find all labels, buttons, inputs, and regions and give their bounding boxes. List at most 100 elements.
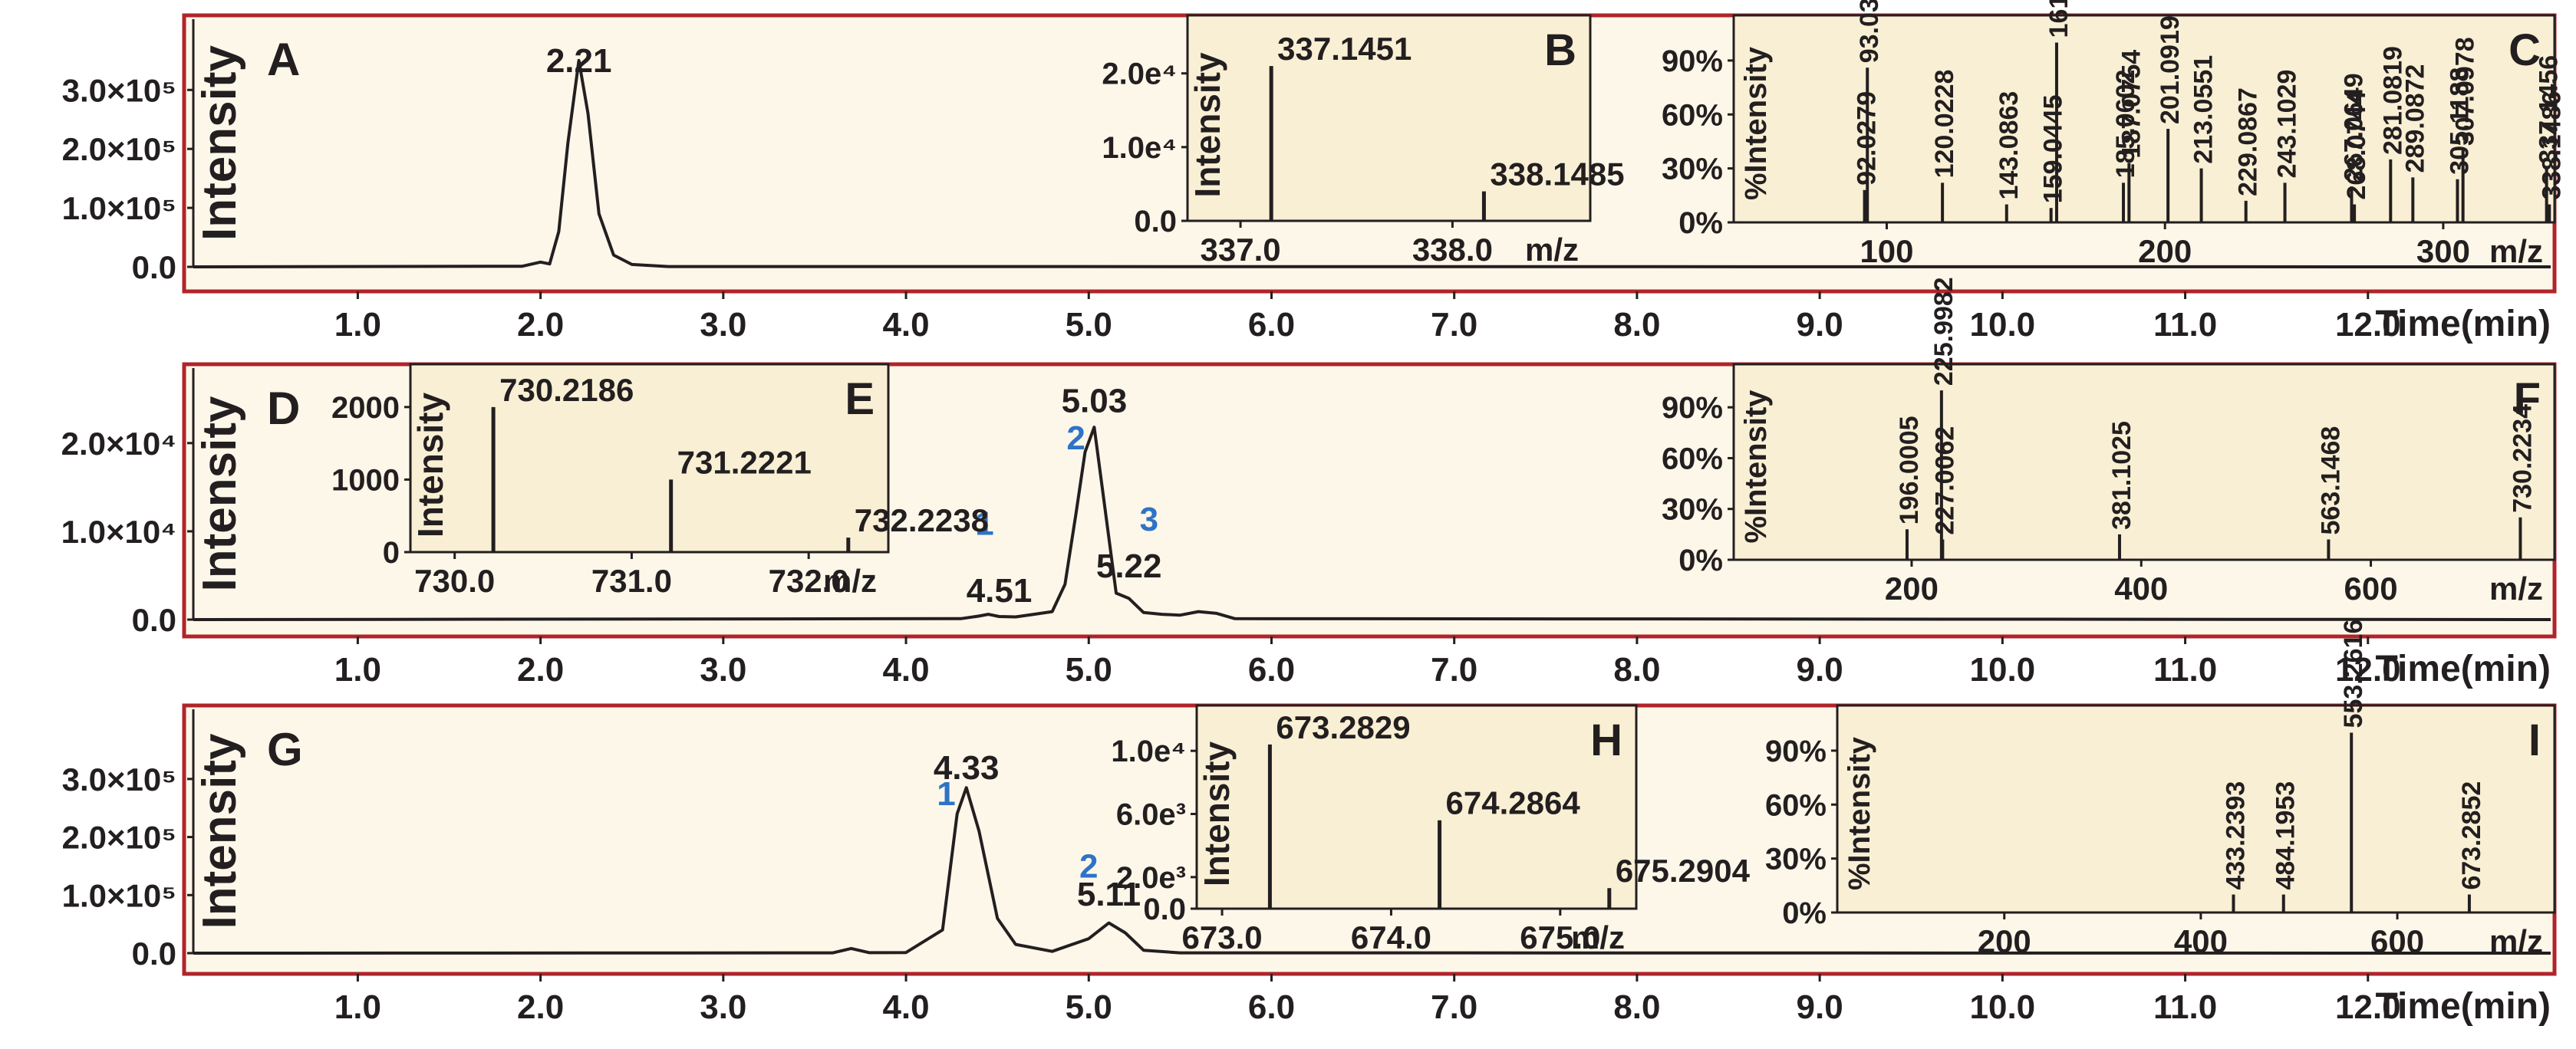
y-tick-label: 2.0×10⁴ <box>61 426 176 462</box>
y-tick-label: 3.0×10⁵ <box>62 72 176 108</box>
x-tick-label: 8.0 <box>1613 651 1660 689</box>
inset-y-tick-label: 90% <box>1662 391 1723 425</box>
inset-y-tick-label: 90% <box>1662 44 1723 78</box>
mz-peak-label: 553.2616 <box>2339 620 2368 728</box>
inset-y-tick-label: 1000 <box>331 463 400 497</box>
y-tick-label: 2.0×10⁵ <box>62 820 176 856</box>
mz-peak-label: 675.2904 <box>1616 853 1751 889</box>
retention-time-label: 2.21 <box>546 42 612 80</box>
x-tick-label: 7.0 <box>1431 988 1477 1026</box>
x-axis-title: Time(min) <box>2376 304 2551 344</box>
y-axis-title: Intensity <box>193 396 246 591</box>
mz-peak-label: 730.2186 <box>499 372 634 408</box>
retention-time-label: 4.51 <box>967 572 1033 610</box>
y-tick-label: 1.0×10⁴ <box>61 514 176 550</box>
mz-peak-label: 732.2238 <box>855 502 989 538</box>
x-tick-label: 2.0 <box>517 988 564 1026</box>
mz-peak-label: 213.0551 <box>2189 55 2219 164</box>
inset-x-axis-title: m/z <box>2489 923 2543 959</box>
inset-y-axis-title: %Intensity <box>1843 736 1876 890</box>
inset-y-tick-label: 2.0e⁴ <box>1102 58 1177 91</box>
retention-time-label: 5.03 <box>1062 383 1128 420</box>
inset-frame <box>1732 14 2556 224</box>
y-tick-label: 0.0 <box>132 249 176 285</box>
mz-peak-label: 93.0359 <box>1855 0 1884 63</box>
panel-row-1: 0.0 1.0×10⁵ 2.0×10⁵ 3.0×10⁵ Intensity A 2.21 1.… <box>62 0 2567 344</box>
panel-letter-A: A <box>267 34 300 85</box>
chromatogram-trace <box>193 426 2551 621</box>
inset-y-axis-title: Intensity <box>410 393 450 538</box>
inset-x-axis-title: m/z <box>2489 571 2543 607</box>
inset-y-tick-label: 0% <box>1782 896 1827 930</box>
inset-x-tick-label: 600 <box>2370 923 2424 959</box>
inset-C: 0%30%60%90%100200300m/z%IntensityC92.027… <box>1662 0 2566 269</box>
x-tick-label: 4.0 <box>882 988 929 1026</box>
x-tick-label: 4.0 <box>882 306 929 344</box>
inset-x-tick-label: 730.0 <box>414 563 495 599</box>
x-tick-label: 8.0 <box>1613 306 1660 344</box>
mz-peak-label: 161.0606 <box>2044 0 2074 38</box>
mz-peak-label: 201.0919 <box>2156 15 2185 124</box>
panel-letter-I: I <box>2528 715 2541 765</box>
inset-frame <box>409 363 890 554</box>
inset-x-axis-title: m/z <box>2489 233 2543 269</box>
inset-E: 0 1000 2000 730.0 731.0 732.0m/z Intensity E 730… <box>331 363 989 599</box>
inset-x-tick-label: 200 <box>1978 923 2031 959</box>
inset-y-tick-label: 30% <box>1662 493 1723 527</box>
inset-x-tick-label: 200 <box>1885 571 1939 607</box>
y-tick-label: 0.0 <box>132 936 176 972</box>
x-tick-label: 4.0 <box>882 651 929 689</box>
y-tick-label: 1.0×10⁵ <box>62 877 176 913</box>
inset-x-tick-label: 675.0 <box>1520 919 1600 955</box>
x-tick-label: 3.0 <box>700 988 746 1026</box>
x-tick-label: 3.0 <box>700 651 746 689</box>
mz-peak-label: 143.0863 <box>1995 91 2024 200</box>
inset-x-axis-title: m/z <box>1525 232 1579 268</box>
x-tick-label: 7.0 <box>1431 651 1477 689</box>
peak-number-label: 3 <box>1140 501 1158 538</box>
inset-x-tick-label: 338.0 <box>1412 232 1493 268</box>
mz-peak-label: 673.2829 <box>1276 709 1410 745</box>
x-tick-label: 10.0 <box>1970 306 2036 344</box>
x-tick-label: 5.0 <box>1066 651 1112 689</box>
mz-peak-label: 337.1456 <box>2535 55 2564 164</box>
y-tick-label: 1.0×10⁵ <box>62 190 176 226</box>
inset-y-tick-label: 0.0 <box>1134 205 1177 238</box>
x-tick-label: 2.0 <box>517 306 564 344</box>
y-axis-title: Intensity <box>193 45 246 241</box>
x-tick-label: 6.0 <box>1248 306 1295 344</box>
peak-number-label: 2 <box>1079 848 1098 886</box>
mz-peak-label: 433.2393 <box>2221 781 2250 890</box>
inset-y-tick-label: 0% <box>1678 206 1723 240</box>
panel-letter-F: F <box>2514 374 2541 424</box>
inset-y-tick-label: 90% <box>1765 735 1827 768</box>
x-tick-label: 9.0 <box>1797 988 1843 1026</box>
inset-B: 0.0 1.0e⁴ 2.0e⁴ 337.0 338.0 m/z Intensity B 337.… <box>1102 14 1625 268</box>
inset-y-axis-title: Intensity <box>1188 52 1227 198</box>
inset-y-tick-label: 0% <box>1678 544 1723 577</box>
retention-time-label: 5.22 <box>1096 548 1162 585</box>
x-tick-label: 3.0 <box>700 306 746 344</box>
mz-peak-label: 120.0228 <box>1930 70 1959 179</box>
mz-peak-label: 305.1188 <box>2445 67 2474 175</box>
inset-x-axis-title: m/z <box>823 563 877 599</box>
chromatogram-trace <box>193 58 2551 268</box>
inset-y-tick-label: 1.0e⁴ <box>1111 735 1186 768</box>
x-tick-label: 1.0 <box>334 988 381 1026</box>
inset-x-tick-label: 200 <box>2138 233 2192 269</box>
x-tick-label: 10.0 <box>1970 651 2036 689</box>
inset-y-tick-label: 0.0 <box>1143 893 1186 926</box>
retention-time-label: 4.33 <box>934 749 1000 787</box>
mz-peak-label: 187.0754 <box>2116 50 2146 159</box>
mz-peak-label: 243.1029 <box>2273 70 2302 179</box>
x-tick-label: 12.0 <box>2335 651 2401 689</box>
inset-x-tick-label: 400 <box>2114 571 2168 607</box>
x-tick-label: 11.0 <box>2153 651 2217 689</box>
inset-y-tick-label: 60% <box>1765 788 1827 822</box>
x-tick-label: 2.0 <box>517 651 564 689</box>
inset-y-axis-title: Intensity <box>1197 742 1237 887</box>
inset-y-tick-label: 30% <box>1765 843 1827 876</box>
inset-x-tick-label: 731.0 <box>591 563 672 599</box>
mz-peak-label: 673.2852 <box>2457 781 2486 890</box>
